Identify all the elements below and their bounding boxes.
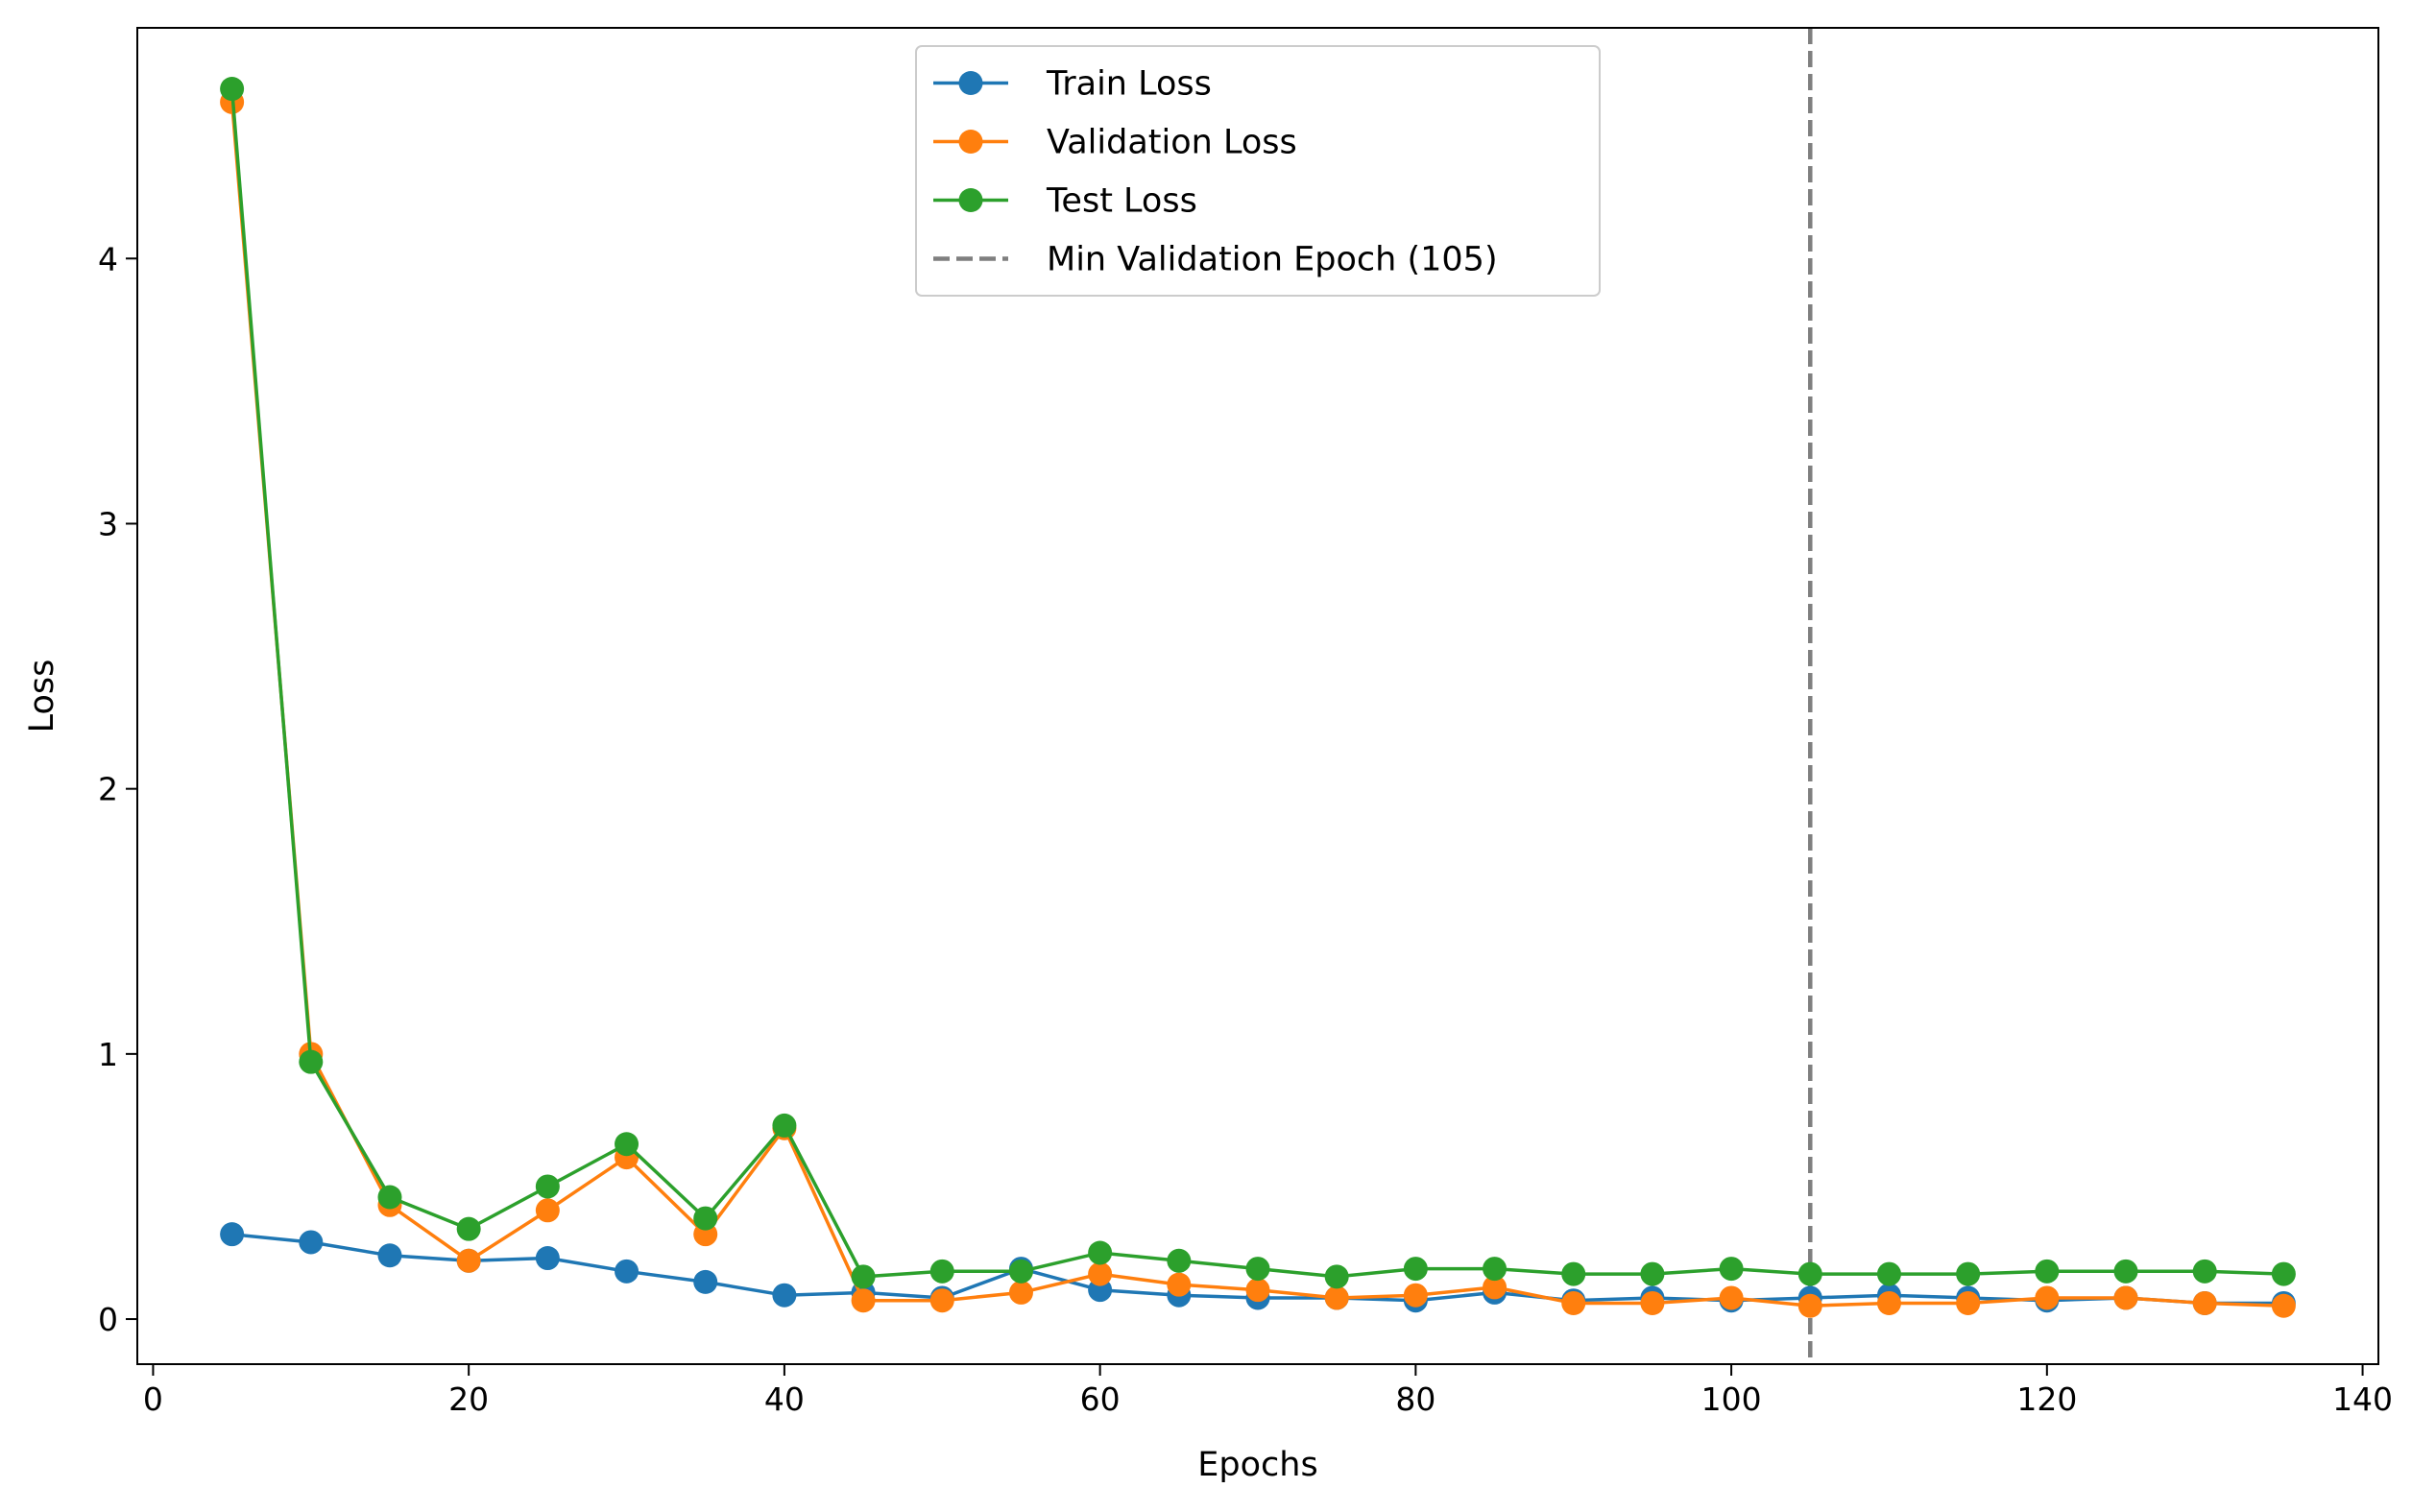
legend: Train Loss Validation Loss Test Loss Min Va…	[915, 45, 1601, 297]
train-loss-point	[615, 1259, 639, 1284]
train-loss-point	[693, 1269, 718, 1294]
legend-marker-train-loss	[958, 71, 983, 95]
test-loss-point	[2113, 1259, 2138, 1284]
x-tick-label: 80	[1395, 1380, 1435, 1418]
x-tick-label: 20	[448, 1380, 489, 1418]
validation-loss-point	[2192, 1290, 2217, 1315]
axes-frame	[136, 27, 2379, 1365]
legend-box	[915, 45, 1601, 297]
validation-loss-point	[1245, 1278, 1270, 1303]
validation-loss-point	[1640, 1290, 1665, 1315]
legend-label-test-loss: Test Loss	[1046, 182, 1197, 221]
test-loss-point	[1008, 1259, 1033, 1284]
validation-loss-point	[1956, 1290, 1981, 1315]
plot-area	[220, 28, 2296, 1364]
test-loss-point	[851, 1264, 876, 1289]
legend-label-train-loss: Train Loss	[1046, 65, 1212, 104]
y-tick-label: 4	[98, 240, 118, 277]
x-axis-label: Epochs	[1197, 1446, 1317, 1484]
x-tick-label: 120	[2016, 1380, 2077, 1418]
y-axis-label: Loss	[23, 660, 61, 733]
legend-label-validation-loss: Validation Loss	[1047, 124, 1297, 162]
test-loss-point	[377, 1185, 402, 1210]
test-loss-point	[1403, 1257, 1428, 1282]
validation-loss-point	[2035, 1285, 2060, 1310]
y-tick-label: 1	[98, 1036, 118, 1073]
x-tick-label: 40	[764, 1380, 805, 1418]
validation-loss-point	[2113, 1285, 2138, 1310]
test-loss-point	[1561, 1261, 1586, 1286]
validation-loss-point	[1008, 1280, 1033, 1305]
test-loss-point	[535, 1174, 560, 1199]
legend-marker-test-loss	[958, 188, 983, 212]
validation-loss-point	[2271, 1293, 2296, 1318]
test-loss-point	[1245, 1257, 1270, 1282]
train-loss-point	[535, 1246, 560, 1271]
validation-loss-point	[1719, 1285, 1744, 1310]
test-loss-point	[1167, 1248, 1192, 1273]
validation-loss-point	[535, 1198, 560, 1223]
axes: 0 20 40 60 80 100 120 140 0 1 2 3 4 Epochs Loss	[23, 27, 2393, 1484]
validation-loss-point	[1483, 1275, 1508, 1300]
x-tick-label: 100	[1701, 1380, 1762, 1418]
x-tick-label: 60	[1080, 1380, 1121, 1418]
train-loss-point	[299, 1230, 324, 1255]
test-loss-point	[1797, 1261, 1822, 1286]
y-tick-label: 0	[98, 1301, 118, 1338]
test-loss-point	[299, 1049, 324, 1074]
legend-label-min-validation-epoch-105: Min Validation Epoch (105)	[1047, 241, 1498, 279]
test-loss-point	[1876, 1261, 1901, 1286]
test-loss-point	[1088, 1240, 1113, 1265]
test-loss-point	[929, 1259, 954, 1284]
test-loss-point	[693, 1206, 718, 1231]
train-loss-point	[377, 1243, 402, 1268]
test-loss-point	[1640, 1261, 1665, 1286]
validation-loss-point	[1876, 1290, 1901, 1315]
validation-loss-point	[1167, 1272, 1192, 1297]
train-loss-point	[220, 1222, 245, 1247]
test-loss-point	[2271, 1261, 2296, 1286]
test-loss-point	[2035, 1259, 2060, 1284]
y-tick-label: 3	[98, 505, 118, 542]
validation-loss-point	[929, 1288, 954, 1313]
test-loss-point	[615, 1132, 639, 1157]
validation-loss-point	[1403, 1283, 1428, 1308]
test-loss-point	[772, 1113, 797, 1138]
validation-loss-point	[1324, 1285, 1349, 1310]
test-loss-point	[1483, 1257, 1508, 1282]
test-loss-point	[456, 1216, 481, 1241]
y-tick-label: 2	[98, 771, 118, 808]
validation-loss-point	[1797, 1293, 1822, 1318]
validation-loss-point	[1561, 1290, 1586, 1315]
test-loss-point	[1324, 1264, 1349, 1289]
x-tick-label: 140	[2332, 1380, 2393, 1418]
test-loss-point	[1956, 1261, 1981, 1286]
test-loss-point	[220, 77, 245, 102]
validation-loss-point	[851, 1288, 876, 1313]
validation-loss-point	[456, 1248, 481, 1273]
x-tick-label: 0	[143, 1380, 163, 1418]
test-loss-point	[2192, 1259, 2217, 1284]
train-loss-point	[772, 1283, 797, 1308]
legend-marker-validation-loss	[958, 130, 983, 154]
validation-loss-point	[1088, 1261, 1113, 1286]
test-loss-point	[1719, 1257, 1744, 1282]
